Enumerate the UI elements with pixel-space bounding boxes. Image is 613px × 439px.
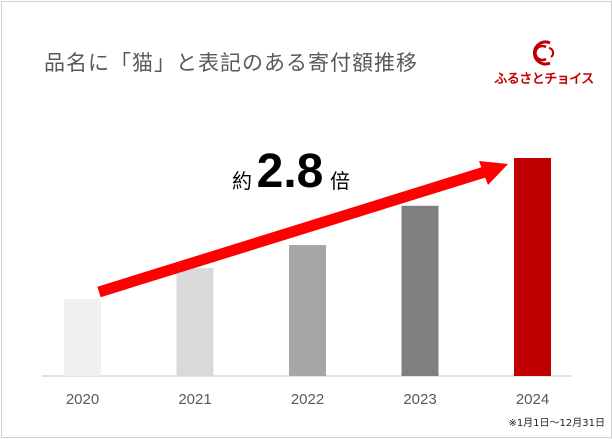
arrow-shaft <box>97 165 490 298</box>
x-tick-2022: 2022 <box>291 391 324 408</box>
logo-text: ふるさとチョイス <box>494 72 594 87</box>
bar-2024 <box>514 158 551 376</box>
bar-2021 <box>176 268 214 376</box>
chart-title: 品名に「猫」と表記のある寄付額推移 <box>44 51 418 75</box>
logo-mark-icon <box>532 40 555 66</box>
annotation-suffix: 倍 <box>330 169 350 193</box>
bar-2020 <box>64 298 101 376</box>
x-tick-2020: 2020 <box>66 391 99 408</box>
growth-arrow <box>97 161 508 298</box>
bar-2022 <box>289 245 326 376</box>
x-tick-2021: 2021 <box>178 391 211 408</box>
annotation-prefix: 約 <box>232 169 252 193</box>
furusato-choice-logo: ふるさとチョイス <box>494 38 594 88</box>
x-tick-2023: 2023 <box>403 391 436 408</box>
x-tick-2024: 2024 <box>516 391 549 408</box>
bar-2023 <box>401 205 439 376</box>
annotation-value: 2.8 <box>257 145 324 198</box>
arrow-head <box>479 161 508 185</box>
footnote: ※1月1日～12月31日 <box>508 418 605 429</box>
